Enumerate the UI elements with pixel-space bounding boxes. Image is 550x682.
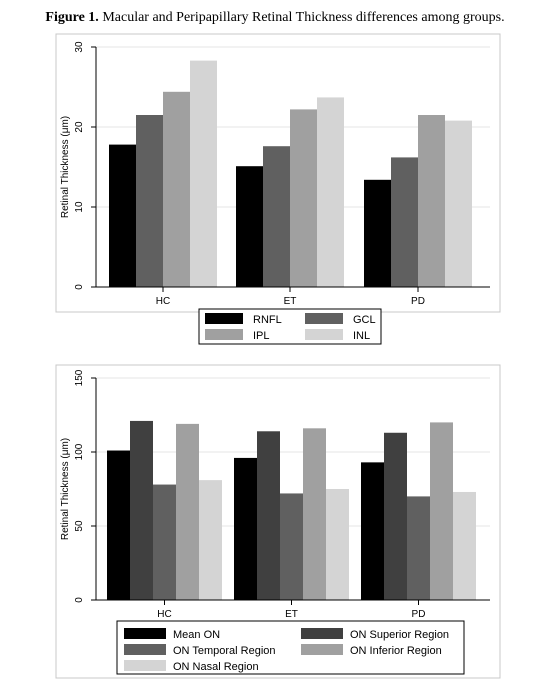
chart-1-bar-on-nasal-region [199, 480, 222, 600]
chart-1-y-tick-label: 150 [74, 369, 85, 386]
chart-0-x-tick-label: PD [411, 296, 425, 307]
chart-0-bar-gcl [391, 157, 418, 287]
chart-1-bar-on-temporal-region [280, 493, 303, 600]
chart-1-bar-mean-on [234, 457, 257, 600]
chart-0-y-tick-label: 20 [74, 121, 85, 133]
chart-1-frame [55, 364, 501, 679]
chart-0-legend-label: RNFL [253, 314, 282, 326]
chart-1-bar-on-temporal-region [407, 496, 430, 600]
chart-0-legend-swatch [205, 329, 243, 340]
chart-1-bar-on-temporal-region [153, 484, 176, 600]
chart-0-bar-inl [190, 60, 217, 287]
chart-1-bar-on-superior-region [257, 431, 280, 600]
chart-1-legend-swatch [301, 644, 343, 655]
chart-0-bar-rnfl [109, 144, 136, 287]
chart-1-bar-on-superior-region [130, 420, 153, 600]
figure-caption: Figure 1. Macular and Peripapillary Reti… [0, 10, 550, 26]
figure-title: Macular and Peripapillary Retinal Thickn… [102, 10, 505, 25]
chart-1-bar-on-inferior-region [303, 428, 326, 600]
chart-1-legend-swatch [124, 660, 166, 671]
chart-1-bar-on-nasal-region [453, 491, 476, 600]
chart-0-x-tick-label: HC [156, 296, 170, 307]
chart-0-bar-ipl [418, 115, 445, 287]
chart-1-legend-label: Mean ON [173, 629, 220, 641]
chart-0-legend-label: INL [353, 330, 370, 342]
chart-1-x-tick-label: HC [157, 609, 171, 620]
chart-0-legend-label: GCL [353, 314, 376, 326]
chart-1-x-tick-label: ET [285, 609, 298, 620]
chart-0-bar-gcl [263, 146, 290, 287]
chart-0-y-axis-title: Retinal Thickness (μm) [60, 116, 71, 218]
chart-1-legend-label: ON Temporal Region [173, 645, 276, 657]
chart-1-legend-label: ON Inferior Region [350, 645, 442, 657]
chart-1-y-tick-label: 50 [74, 520, 85, 532]
chart-1-legend-swatch [124, 628, 166, 639]
chart-0-y-tick-label: 10 [74, 201, 85, 213]
chart-1-bar-on-inferior-region [176, 423, 199, 600]
chart-0-bar-gcl [136, 115, 163, 287]
chart-0-x-tick-label: ET [284, 296, 297, 307]
chart-1-bar-mean-on [107, 450, 130, 600]
chart-1-y-tick-label: 0 [74, 597, 85, 603]
chart-1-bar-mean-on [361, 462, 384, 600]
chart-0-y-tick-label: 30 [74, 41, 85, 53]
chart-1-legend-label: ON Superior Region [350, 629, 449, 641]
chart-0-legend-swatch [205, 313, 243, 324]
chart-1-legend-swatch [124, 644, 166, 655]
chart-1-bar-on-inferior-region [430, 422, 453, 600]
chart-0-bar-rnfl [364, 179, 391, 287]
chart-0-legend-label: IPL [253, 330, 270, 342]
chart-1-legend-box [116, 620, 465, 675]
chart-1-x-tick-label: PD [412, 609, 426, 620]
chart-0-bar-ipl [163, 91, 190, 287]
chart-0-bar-rnfl [236, 166, 263, 287]
chart-1-y-axis-title: Retinal Thickness (μm) [60, 438, 71, 540]
chart-0-bar-inl [317, 97, 344, 288]
chart-0-bar-inl [445, 120, 472, 287]
chart-0-legend-swatch [305, 329, 343, 340]
chart-1-bar-on-superior-region [384, 432, 407, 600]
chart-0-y-tick-label: 0 [74, 284, 85, 290]
chart-1-legend-label: ON Nasal Region [173, 661, 259, 673]
chart-1-legend-swatch [301, 628, 343, 639]
chart-1-y-tick-label: 100 [74, 443, 85, 460]
figure-label: Figure 1. [45, 10, 99, 25]
chart-0-bar-ipl [290, 109, 317, 288]
chart-0-legend-swatch [305, 313, 343, 324]
chart-1-bar-on-nasal-region [326, 489, 349, 600]
